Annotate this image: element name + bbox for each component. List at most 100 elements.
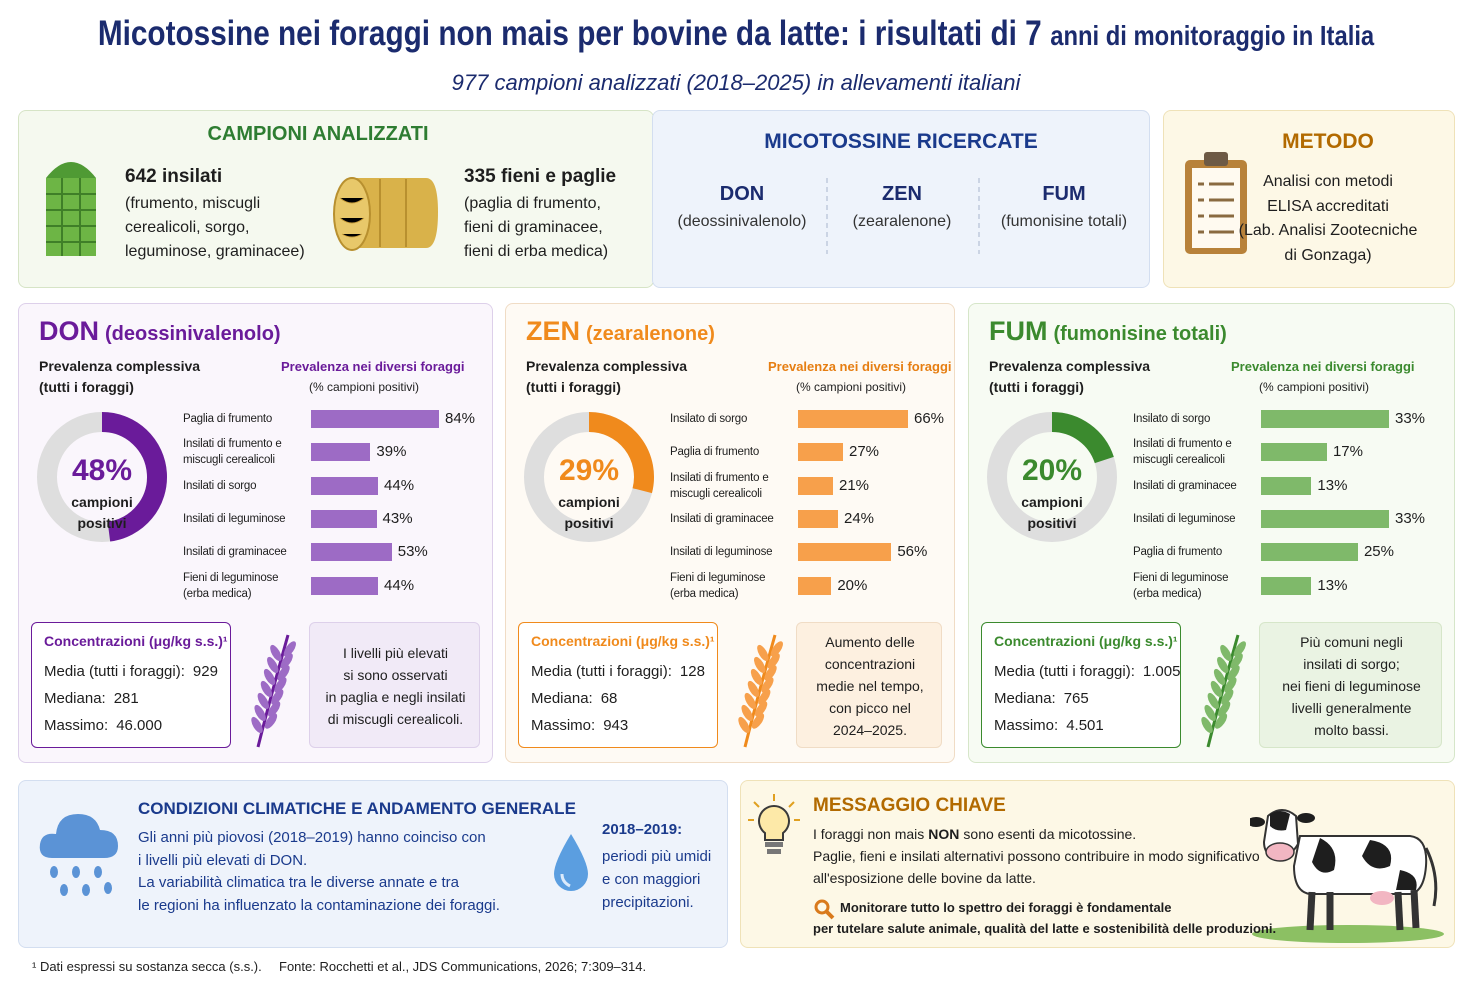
donut-arc	[1051, 412, 1114, 464]
bars-subtitle: (% campioni positivi)	[1259, 380, 1370, 394]
title-small: anni di monitoraggio in Italia	[1050, 20, 1375, 51]
panel-heading: ZEN (zearalenone)	[526, 316, 715, 347]
bar-category-label: Insilati di graminacee	[1133, 479, 1237, 492]
donut-arc	[101, 412, 167, 542]
note-box: Più comuni negli insilati di sorgo; nei fi…	[1259, 622, 1442, 748]
title-main: Micotossine nei foraggi non mais per bov…	[97, 14, 1042, 53]
concentration-label: Massimo:	[44, 717, 109, 734]
wheat-grain	[1213, 668, 1226, 686]
wheat-grain	[757, 644, 769, 662]
bar	[798, 410, 908, 428]
bar	[311, 476, 379, 495]
note-line: si sono osservati	[343, 667, 448, 683]
bar-value-label: 33%	[1395, 410, 1426, 427]
bar	[1261, 509, 1389, 528]
wheat-grain	[1230, 653, 1243, 669]
note-line: 2024–2025.	[833, 722, 907, 738]
concentration-value: 68	[600, 690, 618, 707]
bar-value-label: 56%	[897, 543, 928, 561]
concentration-row: Massimo: 46.000	[44, 717, 162, 734]
wheat-grain	[257, 692, 269, 710]
donut-center-label: positivi	[77, 515, 127, 531]
bar	[311, 576, 379, 595]
wheat-grain	[254, 704, 266, 722]
key-message-text: I foraggi non mais	[813, 826, 925, 842]
key-message-body: Paglie, fieni e insilati alternativi pos…	[813, 848, 1260, 864]
climate-side-line: precipitazioni.	[602, 894, 694, 911]
donut-center-label: positivi	[564, 515, 614, 531]
rain-cloud-icon	[39, 814, 118, 896]
panel-code: ZEN	[526, 316, 580, 346]
concentration-row: Mediana: 68	[531, 690, 617, 707]
bar-value-label: 20%	[837, 576, 868, 594]
concentration-label: Media (tutti i foraggi):	[531, 663, 672, 680]
bar-category-label: Insilati di frumento e miscugli cerealic…	[670, 471, 769, 500]
bar	[1261, 543, 1358, 562]
method-line: ELISA accreditati	[1267, 197, 1389, 215]
concentration-value: 128	[679, 663, 705, 680]
wheat-grain	[268, 701, 281, 717]
samples-title: CAMPIONI ANALIZZATI	[207, 123, 429, 145]
climate-title: CONDIZIONI CLIMATICHE E ANDAMENTO GENERA…	[138, 799, 576, 818]
wheat-grain	[251, 716, 263, 734]
bar-category-label: Paglia di frumento	[670, 446, 760, 459]
donut-subtitle: (tutti i foraggi)	[989, 379, 1084, 395]
concentration-box: Concentrazioni (μg/kg s.s.)¹ Media (tutti…	[31, 622, 231, 748]
mycotoxin-code: FUM	[1042, 183, 1086, 205]
panel-heading: FUM (fumonisine totali)	[989, 316, 1227, 347]
sample-line: (paglia di frumento,	[464, 195, 601, 212]
bar-value-label: 33%	[1395, 509, 1426, 527]
concentration-value: 4.501	[1066, 717, 1104, 734]
wheat-grain	[280, 653, 293, 669]
concentration-row: Media (tutti i foraggi): 128	[531, 663, 705, 680]
panel-heading: DON (deossinivalenolo)	[39, 316, 281, 347]
note-line: molto bassi.	[1314, 722, 1389, 738]
key-message-bold: NON	[928, 826, 960, 842]
donut-title: Prevalenza complessiva	[526, 358, 688, 374]
wheat-grain	[747, 680, 760, 698]
bar-category-label: Fieni di leguminose (erba medica)	[670, 571, 766, 600]
panel-code: DON	[39, 316, 99, 346]
water-drop-icon	[554, 834, 588, 891]
method-line: (Lab. Analisi Zootecniche	[1238, 222, 1418, 239]
bars-subtitle: (% campioni positivi)	[309, 380, 420, 394]
hay-bale-icon	[333, 177, 438, 251]
note-line: livelli generalmente	[1291, 700, 1412, 716]
wheat-icon	[738, 634, 783, 748]
concentration-box: Concentrazioni (μg/kg s.s.)¹ Media (tutti…	[981, 622, 1181, 748]
wheat-grain	[263, 668, 276, 686]
concentration-value: 281	[113, 690, 139, 707]
note-line: Più comuni negli	[1300, 634, 1403, 650]
mycotoxins-box	[652, 110, 1150, 288]
concentration-label: Mediana:	[994, 690, 1056, 707]
wheat-grain	[738, 716, 750, 734]
wheat-grain	[264, 713, 278, 729]
key-message-highlight: per tutelare salute animale, qualità del…	[813, 921, 1277, 936]
magnifier-icon	[814, 899, 835, 920]
bar-category-label: Insilati di graminacee	[183, 546, 287, 559]
wheat-icon	[251, 634, 296, 748]
bar-value-label: 17%	[1332, 443, 1363, 461]
concentration-label: Massimo:	[994, 717, 1059, 734]
bar	[1261, 410, 1389, 428]
concentration-label: Media (tutti i foraggi):	[994, 663, 1135, 680]
donut-center-label: campioni	[71, 494, 133, 510]
wheat-grain	[260, 680, 273, 698]
concentration-value: 765	[1063, 690, 1089, 707]
key-message-title: MESSAGGIO CHIAVE	[813, 795, 1006, 816]
method-line: di Gonzaga)	[1284, 246, 1372, 264]
concentration-value: 929	[192, 663, 218, 680]
bar-value-label: 66%	[914, 410, 945, 427]
sample-heading: 335 fieni e paglie	[464, 166, 617, 187]
climate-line: La variabilità climatica tra le diverse …	[138, 874, 459, 891]
bar-value-label: 43%	[382, 509, 413, 527]
concentration-label: Mediana:	[44, 690, 106, 707]
concentration-box: Concentrazioni (μg/kg s.s.)¹ Media (tutti…	[518, 622, 718, 748]
mycotoxin-panel: FUM (fumonisine totali) Prevalenza comples…	[968, 303, 1455, 763]
note-box: I livelli più elevati si sono osservati in…	[309, 622, 480, 748]
note-line: Aumento delle	[825, 634, 915, 650]
concentration-row: Massimo: 4.501	[994, 717, 1104, 734]
mycotoxin-name: (deossinivalenolo)	[677, 213, 807, 230]
bar	[1261, 476, 1312, 495]
wheat-grain	[758, 689, 771, 705]
